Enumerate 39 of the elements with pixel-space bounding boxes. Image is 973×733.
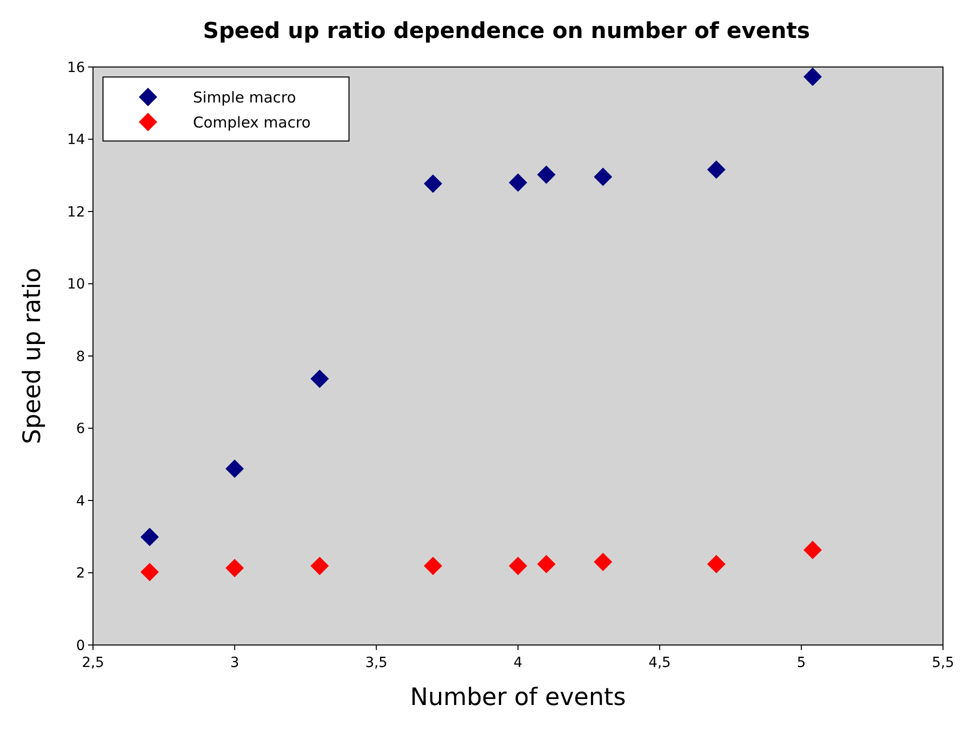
point bbox=[310, 370, 329, 388]
y-axis-title: Speed up ratio bbox=[18, 268, 46, 444]
legend-label: Complex macro bbox=[193, 113, 311, 132]
x-tick-label: 4,5 bbox=[648, 655, 671, 671]
y-tick-label: 8 bbox=[76, 348, 85, 365]
x-tick-label: 3 bbox=[230, 655, 240, 671]
point bbox=[424, 556, 442, 576]
point bbox=[707, 160, 726, 179]
point bbox=[537, 165, 556, 184]
point bbox=[508, 173, 528, 192]
x-tick-label: 3,5 bbox=[365, 655, 388, 671]
y-tick-label: 16 bbox=[67, 60, 86, 76]
y-tick-label: 14 bbox=[67, 132, 86, 148]
y-tick-label: 4 bbox=[76, 493, 86, 510]
point bbox=[508, 556, 528, 576]
y-tick-label: 0 bbox=[76, 638, 85, 654]
x-tick-label: 5 bbox=[796, 655, 806, 671]
legend-label: Simple macro bbox=[193, 88, 296, 106]
point bbox=[140, 562, 159, 582]
point bbox=[424, 174, 442, 193]
point bbox=[803, 68, 822, 86]
x-tick-label: 4 bbox=[514, 655, 523, 671]
x-tick-label: 2,5 bbox=[82, 655, 104, 671]
point bbox=[707, 554, 726, 574]
point bbox=[594, 168, 612, 186]
point bbox=[225, 558, 244, 578]
point bbox=[594, 552, 612, 572]
y-tick-label: 2 bbox=[76, 566, 85, 582]
y-tick-label: 6 bbox=[76, 421, 86, 438]
chart-title: Speed up ratio dependence on number of events bbox=[202, 19, 810, 44]
point bbox=[140, 528, 159, 546]
y-tick-label: 10 bbox=[67, 276, 85, 293]
x-axis-title: Number of events bbox=[410, 683, 626, 711]
point bbox=[310, 556, 329, 576]
point bbox=[537, 554, 556, 574]
point bbox=[803, 540, 822, 560]
y-tick-label: 12 bbox=[67, 204, 85, 220]
point bbox=[225, 460, 244, 478]
x-tick-label: 5,5 bbox=[932, 655, 954, 671]
